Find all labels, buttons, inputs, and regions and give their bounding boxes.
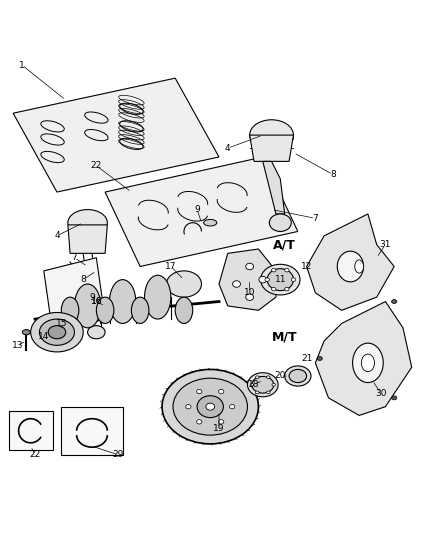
Ellipse shape bbox=[197, 395, 223, 418]
Polygon shape bbox=[315, 302, 412, 415]
Text: 4: 4 bbox=[54, 231, 60, 240]
Text: 17: 17 bbox=[165, 262, 177, 271]
Ellipse shape bbox=[64, 272, 72, 279]
Ellipse shape bbox=[285, 269, 289, 272]
Polygon shape bbox=[250, 135, 293, 161]
Ellipse shape bbox=[204, 220, 217, 226]
Ellipse shape bbox=[39, 319, 74, 345]
Ellipse shape bbox=[355, 260, 364, 273]
Ellipse shape bbox=[285, 287, 289, 291]
Ellipse shape bbox=[392, 300, 397, 303]
FancyBboxPatch shape bbox=[61, 407, 123, 455]
Ellipse shape bbox=[291, 278, 296, 281]
Ellipse shape bbox=[317, 357, 322, 360]
Ellipse shape bbox=[272, 269, 276, 272]
Text: 11: 11 bbox=[275, 275, 286, 284]
Text: 13: 13 bbox=[12, 341, 23, 350]
Ellipse shape bbox=[173, 378, 247, 435]
Ellipse shape bbox=[131, 297, 149, 324]
Text: 29: 29 bbox=[113, 450, 124, 459]
Polygon shape bbox=[13, 78, 219, 192]
Ellipse shape bbox=[68, 209, 107, 236]
Ellipse shape bbox=[219, 389, 224, 394]
Ellipse shape bbox=[252, 376, 274, 393]
Ellipse shape bbox=[110, 280, 136, 324]
Ellipse shape bbox=[247, 373, 278, 397]
Ellipse shape bbox=[259, 276, 267, 283]
Text: 7: 7 bbox=[312, 214, 318, 223]
Ellipse shape bbox=[145, 275, 171, 319]
Ellipse shape bbox=[266, 391, 270, 394]
Text: 16: 16 bbox=[91, 297, 102, 306]
Text: 7: 7 bbox=[71, 253, 78, 262]
Ellipse shape bbox=[267, 269, 293, 290]
Ellipse shape bbox=[22, 329, 30, 335]
Ellipse shape bbox=[162, 369, 258, 444]
Ellipse shape bbox=[269, 214, 291, 231]
Polygon shape bbox=[44, 258, 105, 332]
Text: 16: 16 bbox=[91, 297, 102, 306]
Text: 9: 9 bbox=[194, 205, 200, 214]
Text: 18: 18 bbox=[248, 380, 260, 389]
Text: 19: 19 bbox=[213, 424, 225, 433]
Polygon shape bbox=[105, 157, 298, 266]
Polygon shape bbox=[219, 249, 276, 310]
Ellipse shape bbox=[261, 264, 300, 295]
Text: 10: 10 bbox=[244, 288, 255, 297]
Polygon shape bbox=[263, 161, 285, 214]
Text: 14: 14 bbox=[38, 332, 49, 341]
Ellipse shape bbox=[31, 312, 83, 352]
Ellipse shape bbox=[337, 251, 364, 282]
Ellipse shape bbox=[250, 383, 254, 386]
Ellipse shape bbox=[392, 396, 397, 400]
Ellipse shape bbox=[61, 297, 79, 324]
Text: 15: 15 bbox=[56, 319, 67, 328]
Text: 1: 1 bbox=[19, 61, 25, 69]
Text: 4: 4 bbox=[225, 144, 230, 153]
Text: 21: 21 bbox=[301, 354, 312, 363]
Ellipse shape bbox=[219, 419, 224, 424]
Text: 22: 22 bbox=[29, 450, 41, 459]
Ellipse shape bbox=[166, 271, 201, 297]
Ellipse shape bbox=[266, 376, 270, 378]
Ellipse shape bbox=[250, 120, 293, 150]
Ellipse shape bbox=[255, 391, 259, 394]
Ellipse shape bbox=[361, 354, 374, 372]
Text: 8: 8 bbox=[330, 170, 336, 179]
Text: 9: 9 bbox=[89, 293, 95, 302]
Text: 12: 12 bbox=[301, 262, 312, 271]
Text: 30: 30 bbox=[375, 389, 387, 398]
Ellipse shape bbox=[255, 376, 259, 378]
Ellipse shape bbox=[233, 281, 240, 287]
Text: A/T: A/T bbox=[273, 238, 296, 251]
Ellipse shape bbox=[197, 419, 202, 424]
Polygon shape bbox=[307, 214, 394, 310]
Ellipse shape bbox=[206, 403, 215, 410]
Polygon shape bbox=[68, 225, 107, 253]
Ellipse shape bbox=[48, 326, 66, 339]
Ellipse shape bbox=[197, 389, 202, 394]
Ellipse shape bbox=[230, 405, 235, 409]
Text: 31: 31 bbox=[380, 240, 391, 249]
Ellipse shape bbox=[272, 383, 276, 386]
Ellipse shape bbox=[265, 278, 269, 281]
Ellipse shape bbox=[175, 297, 193, 324]
FancyBboxPatch shape bbox=[9, 411, 53, 450]
Text: M/T: M/T bbox=[272, 330, 297, 343]
Ellipse shape bbox=[289, 369, 307, 383]
Text: 8: 8 bbox=[80, 275, 86, 284]
Ellipse shape bbox=[246, 263, 254, 270]
Ellipse shape bbox=[246, 294, 254, 301]
Ellipse shape bbox=[272, 287, 276, 291]
Ellipse shape bbox=[96, 297, 114, 324]
Text: 20: 20 bbox=[275, 372, 286, 381]
Ellipse shape bbox=[74, 284, 101, 328]
Ellipse shape bbox=[186, 405, 191, 409]
Text: 22: 22 bbox=[91, 161, 102, 170]
Ellipse shape bbox=[353, 343, 383, 383]
Ellipse shape bbox=[285, 366, 311, 386]
Ellipse shape bbox=[88, 326, 105, 339]
